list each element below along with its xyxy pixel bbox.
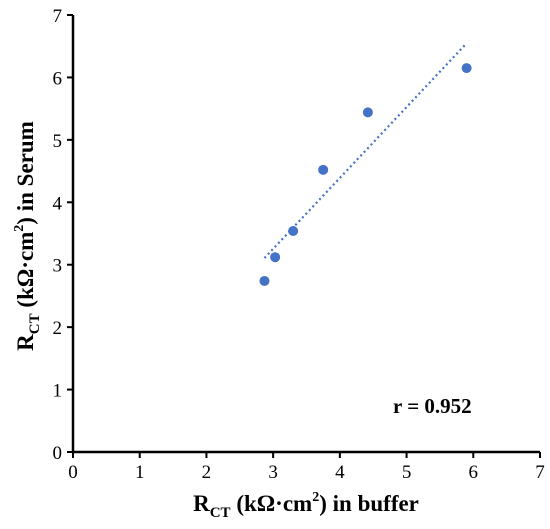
- tick-marks: [67, 14, 541, 458]
- x-tick-label: 4: [335, 462, 345, 483]
- y-tick-label: 7: [53, 6, 63, 27]
- x-tick-labels: 0 1 2 3 4 5 6 7: [68, 462, 545, 483]
- y-axis-title: RCT (kΩ·cm2) in Serum: [12, 121, 43, 351]
- y-tick-label: 1: [53, 381, 63, 402]
- data-point: [288, 226, 299, 237]
- x-tick-label: 5: [402, 462, 412, 483]
- plot-frame: [71, 15, 540, 454]
- trendline: [263, 42, 468, 259]
- y-tick-label: 5: [53, 131, 63, 152]
- data-point: [259, 275, 270, 286]
- y-tick-label: 3: [53, 256, 63, 277]
- y-tick-label: 4: [53, 193, 63, 214]
- correlation-annotation: r = 0.952: [393, 394, 472, 418]
- data-point: [270, 252, 281, 263]
- x-tick-label: 1: [135, 462, 145, 483]
- y-tick-label: 2: [53, 318, 63, 339]
- x-axis-title: RCT (kΩ·cm2) in buffer: [193, 490, 419, 521]
- x-tick-label: 3: [268, 462, 278, 483]
- x-tick-label: 7: [535, 462, 545, 483]
- x-tick-label: 0: [68, 462, 78, 483]
- y-tick-label: 0: [53, 443, 63, 464]
- data-point: [362, 107, 373, 118]
- data-point: [318, 164, 329, 175]
- data-points: [259, 63, 472, 286]
- data-point: [461, 63, 472, 74]
- x-tick-label: 6: [469, 462, 479, 483]
- y-tick-labels: 0 1 2 3 4 5 6 7: [53, 6, 63, 464]
- x-tick-label: 2: [202, 462, 212, 483]
- y-tick-label: 6: [53, 68, 63, 89]
